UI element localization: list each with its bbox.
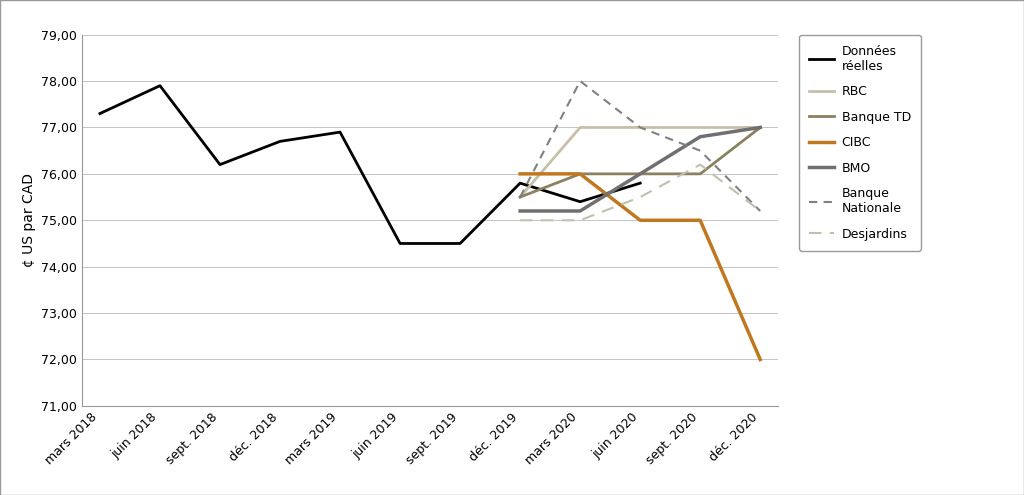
Banque TD (634, 171, 646, 177)
Banque
Nationale (574, 78, 587, 84)
Banque TD (694, 171, 707, 177)
Desjardins (514, 217, 526, 223)
Données
réelles (273, 139, 286, 145)
Line: BMO: BMO (520, 128, 760, 211)
RBC (574, 125, 587, 131)
Banque TD (754, 125, 766, 131)
Données
réelles (454, 241, 466, 247)
Banque TD (574, 171, 587, 177)
Desjardins (634, 194, 646, 200)
Line: RBC: RBC (520, 128, 760, 197)
Données
réelles (94, 110, 106, 116)
CIBC (694, 217, 707, 223)
Line: CIBC: CIBC (520, 174, 760, 359)
BMO (694, 134, 707, 140)
BMO (634, 171, 646, 177)
Desjardins (754, 208, 766, 214)
RBC (694, 125, 707, 131)
Desjardins (694, 162, 707, 168)
RBC (514, 194, 526, 200)
Données
réelles (394, 241, 407, 247)
Line: Desjardins: Desjardins (520, 165, 760, 220)
Banque TD (514, 194, 526, 200)
Données
réelles (634, 180, 646, 186)
CIBC (634, 217, 646, 223)
RBC (634, 125, 646, 131)
Line: Banque TD: Banque TD (520, 128, 760, 197)
Données
réelles (214, 162, 226, 168)
CIBC (514, 171, 526, 177)
Line: Banque
Nationale: Banque Nationale (520, 81, 760, 211)
Y-axis label: ¢ US par CAD: ¢ US par CAD (22, 173, 36, 267)
Line: Données
réelles: Données réelles (100, 86, 640, 244)
Banque
Nationale (634, 125, 646, 131)
BMO (514, 208, 526, 214)
Desjardins (574, 217, 587, 223)
Banque
Nationale (514, 194, 526, 200)
Legend: Données
réelles, RBC, Banque TD, CIBC, BMO, Banque
Nationale, Desjardins: Données réelles, RBC, Banque TD, CIBC, B… (799, 35, 921, 250)
RBC (754, 125, 766, 131)
Données
réelles (334, 129, 346, 135)
CIBC (754, 356, 766, 362)
BMO (574, 208, 587, 214)
Données
réelles (574, 198, 587, 204)
Données
réelles (154, 83, 166, 89)
Banque
Nationale (694, 148, 707, 153)
BMO (754, 125, 766, 131)
Données
réelles (514, 180, 526, 186)
Banque
Nationale (754, 208, 766, 214)
CIBC (574, 171, 587, 177)
